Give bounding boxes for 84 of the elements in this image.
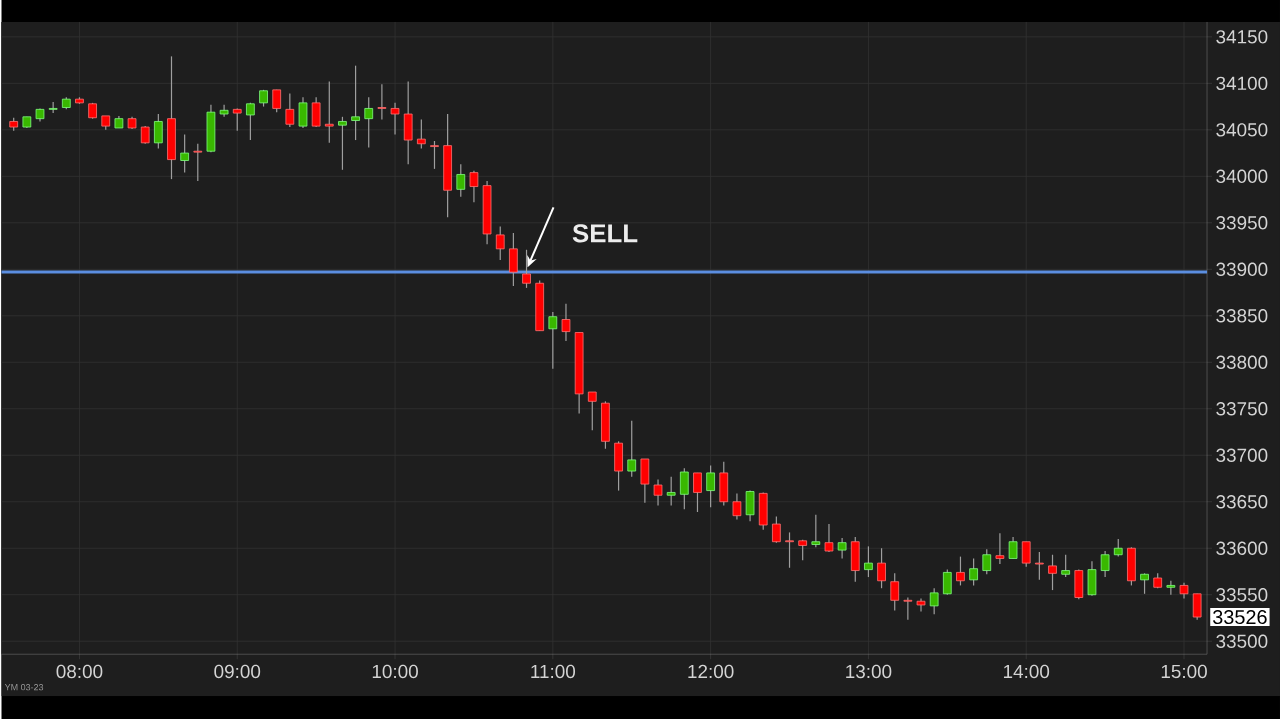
candlestick (1192, 593, 1202, 621)
candlestick (1061, 554, 1071, 578)
candlestick (653, 478, 663, 506)
y-tick-label: 33700 (1216, 448, 1268, 462)
x-tick-label: 08:00 (56, 664, 103, 679)
candlestick (837, 537, 847, 559)
candlestick (942, 568, 952, 596)
candlestick (1008, 536, 1018, 559)
y-tick-label: 33800 (1216, 355, 1268, 369)
candlestick (154, 113, 163, 149)
annotation: SELL (572, 224, 638, 243)
candlestick (877, 547, 886, 589)
candlestick (417, 118, 426, 149)
candlestick (706, 464, 715, 508)
candlestick (1140, 572, 1149, 595)
candlestick (338, 116, 347, 171)
candlestick (561, 303, 571, 342)
candlestick (1035, 551, 1044, 581)
candlestick (772, 515, 781, 544)
candlestick (890, 572, 900, 612)
candlestick (995, 532, 1005, 565)
candlestick (732, 492, 742, 520)
candlestick (666, 475, 676, 506)
candlestick (509, 232, 518, 287)
candlestick (298, 96, 308, 129)
x-tick-label: 15:00 (1161, 664, 1207, 679)
y-tick-label: 33750 (1216, 401, 1268, 416)
candlestick (956, 555, 965, 586)
candlestick (180, 133, 189, 174)
x-tick-label: 11:00 (531, 664, 576, 679)
candlestick (364, 96, 374, 149)
candlestick (1048, 554, 1057, 591)
y-tick-label: 34100 (1216, 76, 1268, 90)
candlestick (232, 107, 242, 132)
y-tick-label: 34050 (1216, 123, 1268, 137)
candlestick (324, 80, 334, 144)
y-tick-label: 34150 (1216, 30, 1268, 44)
candlestick (469, 170, 479, 203)
candlestick (548, 311, 558, 370)
candlestick (824, 523, 834, 553)
x-tick-label: 13:00 (846, 664, 892, 679)
candlestick (903, 596, 913, 621)
candlestick (219, 104, 229, 118)
candlestick (969, 557, 978, 586)
candlestick (929, 587, 939, 615)
y-tick-label: 33600 (1216, 541, 1268, 555)
candlestick (48, 101, 58, 114)
x-tick-label: 14:00 (1003, 664, 1050, 679)
candlestick (587, 391, 597, 431)
y-tick-label: 33850 (1216, 309, 1268, 323)
x-tick-label: 12:00 (688, 664, 734, 679)
candlestick (311, 96, 321, 128)
x-tick-label: 10:00 (372, 664, 418, 679)
candlestick (1021, 541, 1031, 568)
candlestick (785, 531, 794, 569)
candlestick (430, 140, 439, 170)
candlestick (351, 64, 360, 141)
y-tick-label: 33550 (1216, 587, 1268, 602)
candlestick (679, 467, 689, 510)
candlestick (246, 102, 255, 141)
candlestick (982, 548, 992, 575)
y-tick-label: 33500 (1216, 634, 1268, 648)
candlestick (193, 143, 203, 182)
x-tick-label: 09:00 (214, 664, 261, 679)
annotation: 33526 (1213, 609, 1267, 624)
candlestick (864, 545, 873, 578)
candlestick (916, 597, 926, 612)
y-tick-label: 33650 (1216, 494, 1268, 509)
y-tick-label: 33900 (1216, 262, 1268, 276)
candlestick (693, 472, 702, 513)
candlestick (627, 420, 637, 478)
candlestick (377, 83, 387, 121)
candlestick (272, 89, 282, 113)
candlestick (745, 489, 755, 522)
candlestick (495, 225, 505, 261)
y-tick-label: 33950 (1216, 216, 1268, 230)
candlestick (1100, 550, 1110, 578)
candlestick (390, 102, 400, 135)
text: YM 03-23 (4, 683, 44, 691)
candlestick (811, 514, 821, 548)
candlestick (285, 92, 295, 128)
candlestick (1166, 580, 1176, 596)
y-tick-label: 34000 (1216, 169, 1268, 183)
candlestick (456, 163, 466, 198)
